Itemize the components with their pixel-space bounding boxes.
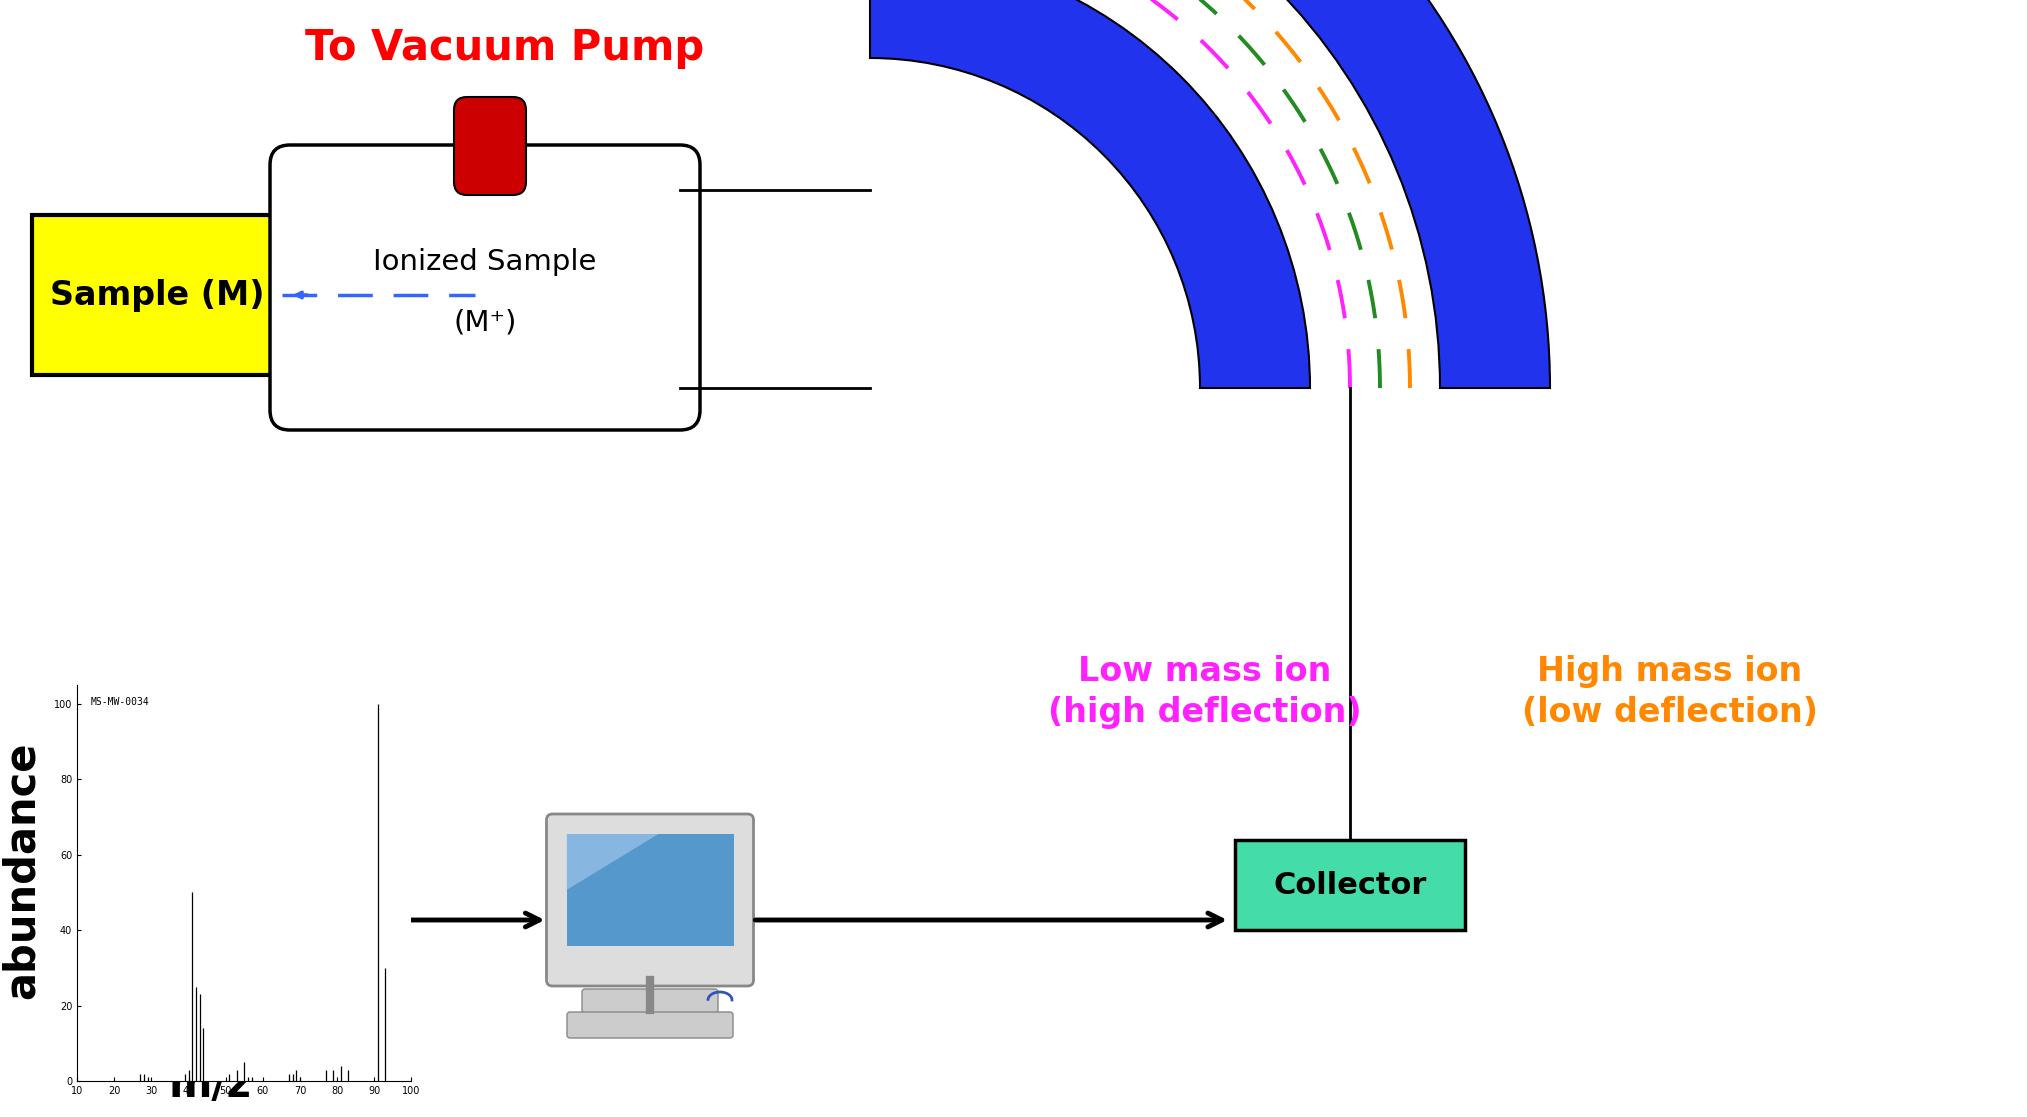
- FancyBboxPatch shape: [582, 989, 718, 1013]
- FancyBboxPatch shape: [270, 145, 699, 430]
- Wedge shape: [870, 0, 1309, 388]
- FancyBboxPatch shape: [568, 1012, 734, 1038]
- Wedge shape: [870, 0, 1551, 388]
- FancyBboxPatch shape: [454, 97, 525, 195]
- Text: Ionized Sample: Ionized Sample: [373, 248, 596, 277]
- Text: High mass ion
(low deflection): High mass ion (low deflection): [1522, 655, 1818, 728]
- FancyBboxPatch shape: [1234, 840, 1466, 930]
- Polygon shape: [566, 834, 659, 890]
- FancyBboxPatch shape: [32, 214, 282, 375]
- Text: Sample (M): Sample (M): [51, 278, 264, 312]
- Text: (M⁺): (M⁺): [454, 308, 517, 336]
- Text: Low mass ion
(high deflection): Low mass ion (high deflection): [1048, 655, 1362, 728]
- FancyBboxPatch shape: [566, 834, 734, 946]
- FancyBboxPatch shape: [547, 814, 754, 986]
- Text: To Vacuum Pump: To Vacuum Pump: [306, 27, 705, 69]
- Text: abundance: abundance: [0, 742, 43, 999]
- Text: m/z: m/z: [168, 1065, 251, 1106]
- Text: Collector: Collector: [1273, 870, 1427, 899]
